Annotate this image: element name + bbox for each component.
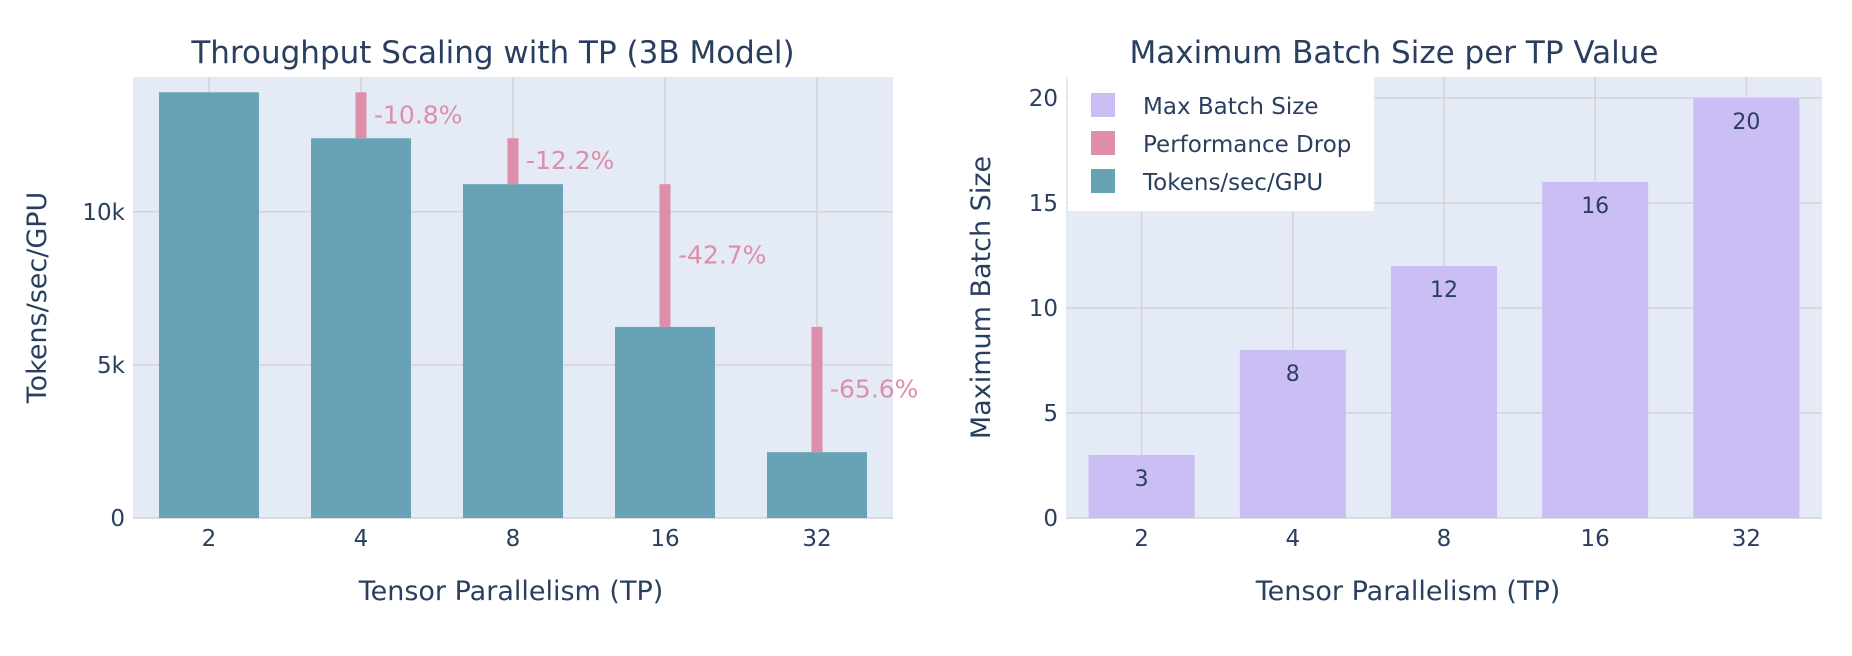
bar (1239, 350, 1346, 518)
x-tick-label: 4 (354, 526, 369, 552)
x-tick-label: 16 (650, 526, 679, 552)
legend-swatch (1091, 93, 1115, 117)
y-tick-label: 0 (110, 506, 125, 532)
x-axis-label: Tensor Parallelism (TP) (1255, 576, 1561, 607)
legend-background (1068, 77, 1374, 211)
bar (1542, 182, 1649, 518)
y-tick-label: 10k (82, 200, 125, 226)
x-tick-label: 2 (1134, 526, 1149, 552)
tick-labels: 0 5k 10k 2 4 8 16 32 (82, 200, 831, 552)
drop-segment (811, 326, 823, 453)
y-tick-label: 20 (1029, 86, 1058, 112)
drop-segment (507, 138, 519, 185)
throughput-chart: -10.8% -12.2% -42.7% -65.6% 0 5k 10k 2 4 8 16 32 T… (22, 35, 918, 607)
x-tick-label: 8 (1437, 526, 1452, 552)
bar-value-label: 20 (1732, 110, 1760, 135)
bar (1088, 455, 1195, 518)
bars: -10.8% -12.2% -42.7% -65.6% (159, 92, 918, 518)
bars: 3 8 12 16 20 (1088, 98, 1800, 518)
legend: Max Batch Size Performance Drop Tokens/sec… (1068, 77, 1374, 211)
legend-swatch (1091, 131, 1115, 155)
x-axis-label: Tensor Parallelism (TP) (358, 576, 664, 607)
legend-swatch (1091, 169, 1115, 193)
y-tick-label: 5k (97, 353, 126, 379)
bar-value-label: 8 (1286, 362, 1300, 387)
bar (767, 452, 867, 518)
bar (1391, 266, 1497, 518)
bar (463, 184, 563, 518)
bar (1693, 98, 1800, 518)
drop-segment (355, 92, 367, 139)
bar-value-label: 12 (1430, 278, 1458, 303)
y-tick-label: 10 (1029, 296, 1058, 322)
tick-labels: 0 5 10 15 20 2 4 8 16 32 (1029, 86, 1761, 552)
bar-value-label: 16 (1581, 194, 1609, 219)
drop-percent-label: -42.7% (678, 241, 766, 270)
bar-value-label: 3 (1135, 467, 1149, 492)
legend-label: Performance Drop (1143, 132, 1351, 158)
y-axis-label: Tokens/sec/GPU (22, 192, 53, 405)
bar (159, 92, 259, 518)
bar (311, 138, 411, 518)
x-tick-label: 2 (202, 526, 217, 552)
legend-label: Tokens/sec/GPU (1142, 170, 1323, 196)
drop-segment (659, 184, 671, 327)
y-axis-label: Maximum Batch Size (966, 156, 997, 439)
y-tick-label: 15 (1029, 191, 1058, 217)
chart-title: Throughput Scaling with TP (3B Model) (190, 35, 794, 71)
x-tick-label: 32 (1732, 526, 1761, 552)
chart-title: Maximum Batch Size per TP Value (1129, 35, 1658, 71)
drop-percent-label: -10.8% (374, 100, 462, 129)
x-tick-label: 32 (802, 526, 831, 552)
drop-percent-label: -65.6% (830, 375, 918, 404)
x-tick-label: 8 (506, 526, 521, 552)
legend-label: Max Batch Size (1143, 94, 1319, 120)
y-tick-label: 5 (1043, 401, 1058, 427)
y-tick-label: 0 (1043, 506, 1058, 532)
x-tick-label: 4 (1285, 526, 1300, 552)
drop-percent-label: -12.2% (526, 146, 614, 175)
bar (615, 326, 715, 518)
x-tick-label: 16 (1581, 526, 1610, 552)
